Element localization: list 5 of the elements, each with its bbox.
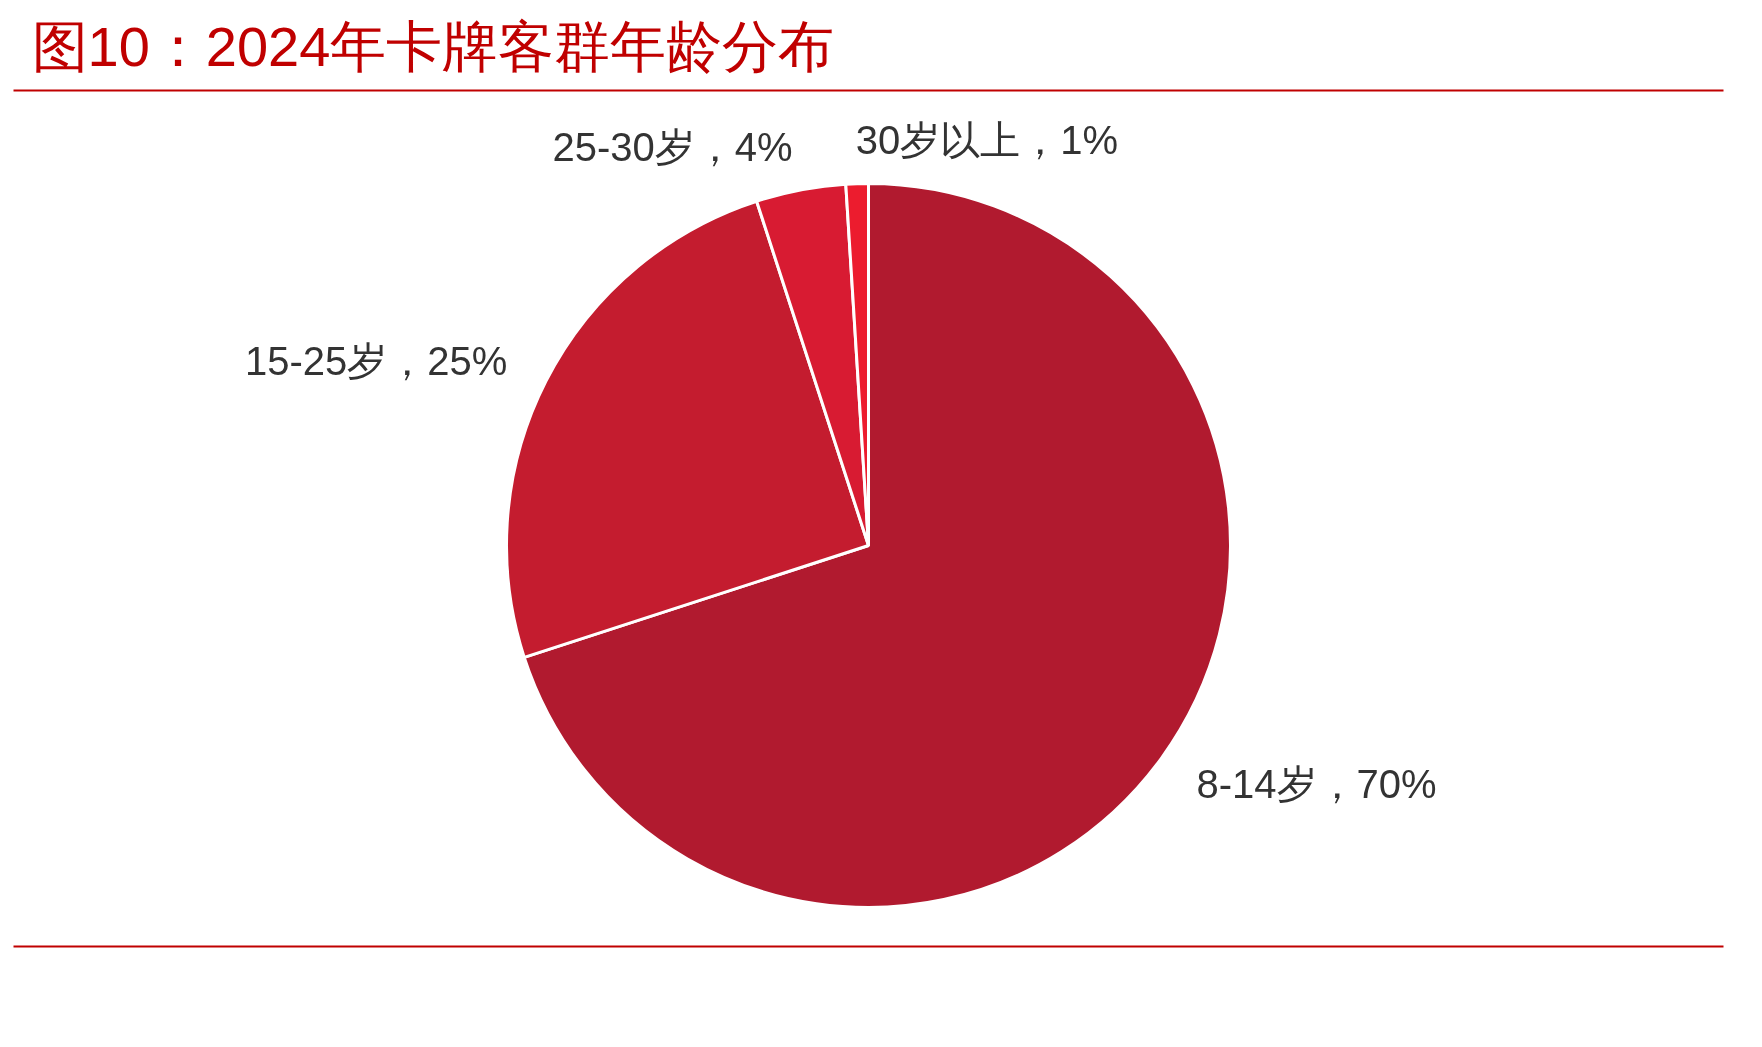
slice-label: 15-25岁，25%: [244, 339, 508, 384]
slice-label: 30岁以上，1%: [855, 118, 1119, 163]
slice-label: 8-14岁，70%: [1196, 761, 1437, 806]
slice-label: 25-30岁，4%: [552, 125, 793, 170]
chart-title: 图10：2024年卡牌客群年龄分布: [31, 15, 835, 78]
